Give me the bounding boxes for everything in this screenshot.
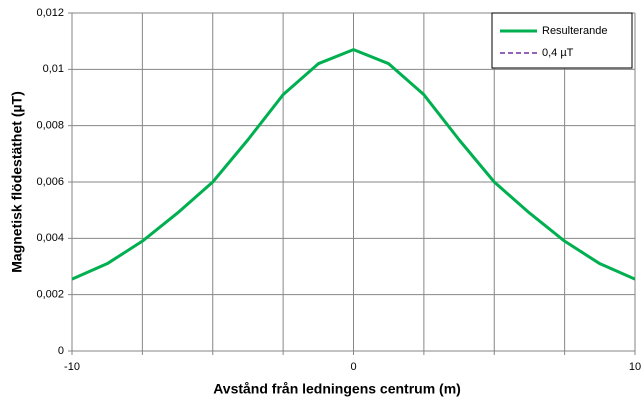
line-series <box>72 48 635 281</box>
y-tick-label: 0,002 <box>36 289 64 301</box>
y-tick-label: 0,01 <box>43 63 64 75</box>
x-axis-title: Avstånd från ledningens centrum (m) <box>213 381 461 397</box>
legend-box <box>491 12 633 69</box>
y-tick-label: 0,006 <box>36 176 64 188</box>
legend-label: 0,4 µT <box>542 47 574 59</box>
x-tick-label: 10 <box>629 361 641 373</box>
x-tick-label: -10 <box>64 361 80 373</box>
y-tick-label: 0,008 <box>36 120 64 132</box>
y-axis-title: Magnetisk flödestäthet (µT) <box>9 91 25 273</box>
x-tick-label: 0 <box>350 361 356 373</box>
y-tick-label: 0 <box>58 345 64 357</box>
legend-label: Resulterande <box>542 25 607 37</box>
plot-area <box>72 48 635 281</box>
y-tick-label: 0,004 <box>36 232 64 244</box>
y-tick-label: 0,012 <box>36 7 64 19</box>
